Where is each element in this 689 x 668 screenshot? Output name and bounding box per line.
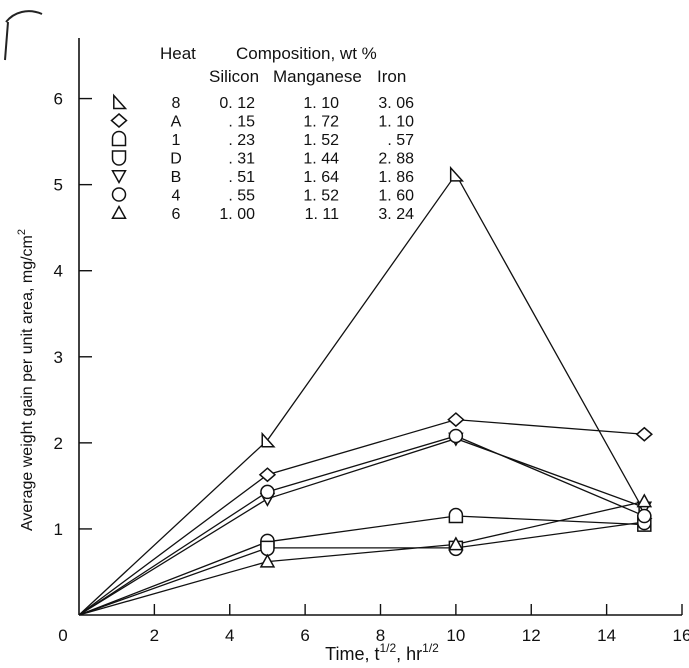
legend-manganese-value: 1. 44 xyxy=(303,151,339,168)
legend-silicon-value: . 31 xyxy=(228,151,255,168)
y-axis-title: Average weight gain per unit area, mg/cm… xyxy=(16,229,36,531)
legend-manganese-value: 1. 52 xyxy=(303,188,339,205)
series-line-heat-6 xyxy=(78,500,645,616)
data-point-heat-4 xyxy=(637,508,652,524)
data-point-heat-A xyxy=(258,467,277,483)
legend-heat-value: D xyxy=(170,151,182,168)
legend-heat-value: B xyxy=(171,169,182,186)
x-axis-ticks: 0 2 4 6 8 10 12 14 16 xyxy=(58,604,689,645)
legend-marker-heat-B xyxy=(111,170,127,185)
legend-heat-value: 6 xyxy=(172,206,181,223)
legend-header-manganese: Manganese xyxy=(273,67,362,86)
legend-marker-heat-8 xyxy=(113,93,128,110)
legend-header-heat: Heat xyxy=(160,44,196,63)
x-tick-label: 4 xyxy=(225,626,234,645)
series-line-heat-8 xyxy=(78,173,645,616)
legend-marker-heat-A xyxy=(110,113,128,128)
legend-header-silicon: Silicon xyxy=(209,67,259,86)
data-point-heat-4 xyxy=(260,484,275,500)
y-tick-label: 4 xyxy=(54,262,63,281)
legend-silicon-value: 1. 00 xyxy=(219,206,255,223)
y-tick-label: 3 xyxy=(54,348,63,367)
series-line-heat-1 xyxy=(78,515,645,616)
legend-heat-value: A xyxy=(171,114,182,131)
x-axis-title: Time, t1/2, hr1/2 xyxy=(325,641,439,664)
y-tick-label: 5 xyxy=(54,176,63,195)
data-point-heat-8 xyxy=(449,165,465,182)
x-tick-label: 2 xyxy=(150,626,159,645)
legend-marker-heat-D xyxy=(111,150,127,166)
x-tick-label: 8 xyxy=(376,626,385,645)
legend-iron-value: 1. 60 xyxy=(378,188,414,205)
legend-iron-value: 2. 88 xyxy=(378,151,414,168)
data-point-heat-6 xyxy=(636,493,653,508)
scan-edge-mark xyxy=(4,10,43,61)
legend-manganese-value: 1. 72 xyxy=(303,114,339,131)
series-line-heat-B xyxy=(78,437,645,616)
y-axis-title-sup: 2 xyxy=(16,229,28,235)
legend: Heat Composition, wt % Silicon Manganese… xyxy=(110,44,414,223)
data-point-heat-6 xyxy=(259,553,276,568)
legend-iron-value: 3. 24 xyxy=(378,206,414,223)
x-tick-label: 12 xyxy=(522,626,541,645)
x-tick-label: 16 xyxy=(673,626,689,645)
legend-heat-value: 8 xyxy=(172,95,181,112)
series-line-heat-D xyxy=(78,521,645,616)
x-tick-label: 6 xyxy=(300,626,309,645)
legend-marker-heat-4 xyxy=(111,187,127,202)
legend-silicon-value: . 23 xyxy=(228,132,255,149)
y-axis-ticks: 1 2 3 4 5 6 xyxy=(54,90,92,539)
legend-iron-value: 1. 10 xyxy=(378,114,414,131)
legend-header-iron: Iron xyxy=(377,67,406,86)
series-markers xyxy=(258,165,653,568)
x-tick-label: 14 xyxy=(597,626,616,645)
y-tick-label: 1 xyxy=(54,520,63,539)
series-line-heat-4 xyxy=(78,435,645,616)
legend-heat-value: 4 xyxy=(172,188,181,205)
legend-manganese-value: 1. 10 xyxy=(303,95,339,112)
legend-marker-heat-6 xyxy=(111,204,127,219)
data-point-heat-1 xyxy=(448,507,464,524)
y-tick-label: 6 xyxy=(54,90,63,109)
legend-header-composition: Composition, wt % xyxy=(236,44,377,63)
legend-manganese-value: 1. 64 xyxy=(303,169,339,186)
x-axis-title-sup1: 1/2 xyxy=(379,641,396,655)
x-axis-title-mid: , hr xyxy=(396,644,422,664)
legend-silicon-value: 0. 12 xyxy=(219,95,255,112)
legend-marker-heat-1 xyxy=(111,130,127,147)
legend-heat-value: 1 xyxy=(172,132,181,149)
series-lines xyxy=(78,173,645,616)
legend-silicon-value: . 51 xyxy=(228,169,255,186)
data-point-heat-4 xyxy=(448,428,464,444)
legend-iron-value: 1. 86 xyxy=(378,169,414,186)
legend-manganese-value: 1. 52 xyxy=(303,132,339,149)
legend-silicon-value: . 15 xyxy=(228,114,255,131)
y-tick-label: 2 xyxy=(54,434,63,453)
legend-iron-value: 3. 06 xyxy=(378,95,414,112)
legend-iron-value: . 57 xyxy=(387,132,414,149)
data-point-heat-A xyxy=(635,426,653,442)
data-point-heat-8 xyxy=(261,431,276,448)
x-axis-title-sup2: 1/2 xyxy=(422,641,439,655)
x-tick-label: 0 xyxy=(58,626,67,645)
series-line-heat-A xyxy=(78,418,645,616)
data-point-heat-6 xyxy=(448,536,464,551)
legend-rows: 8 0. 12 1. 10 3. 06 A . 15 1. 72 1. 10 1 . 23 1. 5… xyxy=(110,93,414,223)
data-point-heat-D xyxy=(260,540,275,557)
data-point-heat-A xyxy=(447,412,465,428)
legend-silicon-value: . 55 xyxy=(228,188,255,205)
legend-manganese-value: 1. 11 xyxy=(305,206,340,223)
x-tick-label: 10 xyxy=(446,626,465,645)
